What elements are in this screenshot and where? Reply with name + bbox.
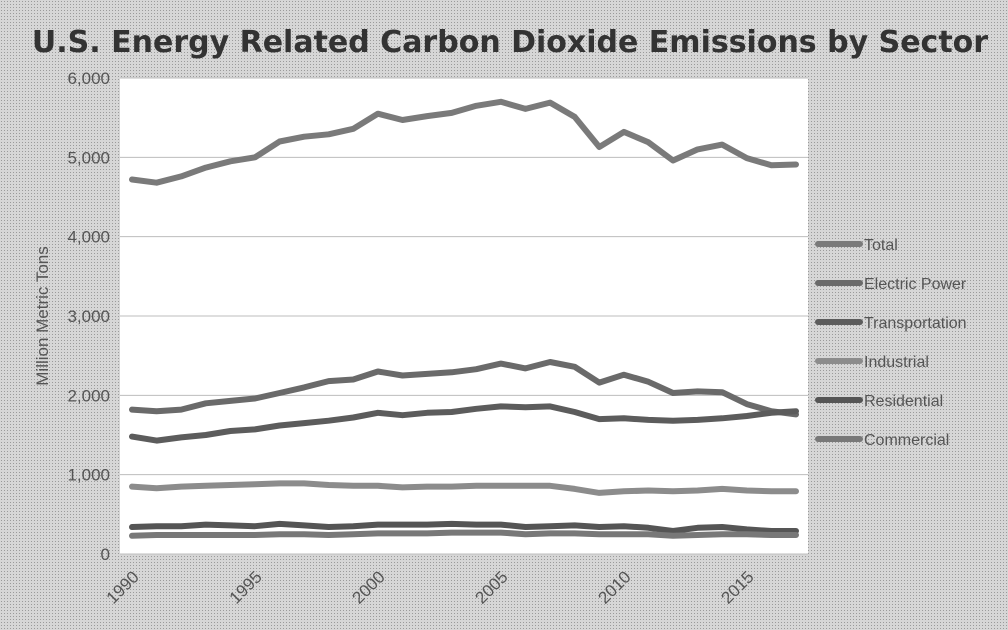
series-line-electric-power: [129, 359, 799, 418]
y-axis-label: Million Metric Tons: [33, 246, 52, 386]
legend-label: Total: [864, 237, 898, 254]
x-tick-label: 1995: [226, 567, 266, 607]
x-tick-label: 2010: [594, 567, 634, 607]
series-lines: [129, 98, 799, 539]
legend-label: Industrial: [864, 354, 929, 371]
series-line-industrial: [129, 480, 799, 496]
legend-label: Transportation: [864, 315, 967, 332]
y-tick-label: 5,000: [67, 148, 110, 167]
y-tick-label: 1,000: [67, 466, 110, 485]
y-axis-ticks: 0 1,000 2,000 3,000 4,000 5,000 6,000: [67, 69, 110, 564]
x-tick-label: 1990: [103, 567, 143, 607]
legend-label: Electric Power: [864, 276, 967, 293]
gridlines: [120, 77, 808, 555]
x-tick-label: 2000: [349, 567, 389, 607]
legend-label: Commercial: [864, 432, 949, 449]
y-tick-label: 2,000: [67, 386, 110, 405]
y-tick-label: 3,000: [67, 307, 110, 326]
x-tick-label: 2015: [717, 567, 757, 607]
series-line-residential: [129, 520, 799, 534]
chart-title: U.S. Energy Related Carbon Dioxide Emiss…: [32, 25, 988, 60]
series-line-transportation: [129, 403, 799, 444]
x-tick-label: 2005: [472, 567, 512, 607]
y-tick-label: 4,000: [67, 228, 110, 247]
legend: Total Electric Power Transportation Industr…: [815, 237, 967, 449]
series-line-commercial: [129, 529, 799, 539]
x-axis-ticks: 1990 1995 2000 2005 2010 2015: [103, 567, 758, 607]
y-tick-label: 0: [101, 545, 110, 564]
series-line-total: [129, 98, 799, 186]
y-tick-label: 6,000: [67, 69, 110, 88]
legend-label: Residential: [864, 393, 943, 410]
